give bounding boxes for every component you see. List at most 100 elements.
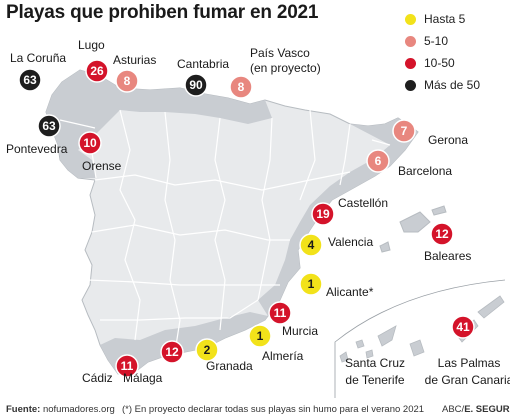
marker-circle [299, 233, 323, 257]
marker-value: 2 [204, 343, 211, 357]
legend-item-10-50: 10-50 [405, 52, 510, 74]
canary-islands [339, 295, 505, 363]
map-title: Playas que prohiben fumar en 2021 [6, 2, 319, 23]
marker-circle [115, 354, 139, 378]
marker-orense: 10 [78, 131, 102, 155]
legend-label: 5-10 [424, 34, 449, 48]
marker-circle [248, 324, 272, 348]
legend-swatch [405, 13, 416, 25]
marker-value: 1 [308, 277, 315, 291]
south-coast-shade [100, 312, 268, 374]
place-label: País Vasco [250, 46, 310, 60]
marker-valencia: 4 [299, 233, 323, 257]
marker-value: 4 [308, 238, 315, 252]
marker-cantabria: 90 [184, 73, 208, 97]
marker-pais-vasco: 8 [229, 75, 253, 99]
marker-castellon: 19 [311, 202, 335, 226]
footer-source: Fuente: nofumadores.org [6, 404, 115, 415]
marker-value: 12 [435, 227, 449, 241]
marker-value: 63 [23, 73, 37, 87]
place-label: Almería [262, 349, 304, 363]
marker-value: 6 [375, 154, 382, 168]
place-label: Baleares [424, 249, 471, 263]
legend-item-5-10: 5-10 [405, 30, 510, 52]
marker-circle [184, 73, 208, 97]
place-label: (en proyecto) [250, 61, 321, 75]
marker-value: 1 [257, 329, 264, 343]
mallorca [399, 211, 431, 233]
marker-circle [451, 315, 475, 339]
legend-label: Más de 50 [424, 78, 481, 92]
marker-barcelona: 6 [366, 149, 390, 173]
legend-item-hasta-5: Hasta 5 [405, 8, 510, 30]
marker-baleares: 12 [430, 222, 454, 246]
marker-value: 8 [124, 74, 131, 88]
marker-circle [115, 69, 139, 93]
place-label: Lugo [78, 38, 105, 52]
marker-almeria: 1 [248, 324, 272, 348]
place-label: Barcelona [398, 164, 452, 178]
place-label: Gerona [428, 133, 468, 147]
canary-frame [334, 279, 506, 398]
footer-source-value: nofumadores.org [42, 404, 115, 415]
place-label: Valencia [328, 235, 373, 249]
marker-pontevedra: 63 [37, 114, 61, 138]
footer-credit-prefix: ABC/ [442, 404, 465, 415]
place-label: Santa Cruz [345, 356, 405, 370]
place-label: Murcia [282, 324, 318, 338]
place-label: Pontevedra [6, 142, 68, 156]
marker-value: 26 [90, 64, 104, 78]
marker-value: 90 [189, 78, 203, 92]
marker-granada: 2 [195, 338, 219, 362]
footer-note: (*) En proyecto declarar todas sus playa… [122, 404, 425, 415]
marker-circle [160, 340, 184, 364]
marker-murcia: 11 [268, 301, 292, 325]
marker-malaga: 12 [160, 340, 184, 364]
footer-credit-name: E. SEGURA [464, 404, 510, 415]
marker-value: 10 [83, 136, 97, 150]
marker-circle [268, 301, 292, 325]
place-label: Orense [82, 159, 122, 173]
place-label: Cádiz [82, 371, 113, 385]
marker-circle [311, 202, 335, 226]
footer-source-label: Fuente: [6, 404, 41, 415]
marker-circle [78, 131, 102, 155]
marker-asturias: 8 [115, 69, 139, 93]
legend-swatch [405, 35, 416, 47]
marker-circle [392, 119, 416, 143]
place-label: Granada [206, 359, 253, 373]
marker-value: 41 [456, 320, 470, 334]
place-label: Las Palmas [438, 356, 501, 370]
marker-cadiz: 11 [115, 354, 139, 378]
marker-alicante: 1 [299, 272, 323, 296]
marker-circle [37, 114, 61, 138]
marker-value: 11 [121, 359, 134, 373]
place-label: Asturias [113, 53, 156, 67]
marker-circle [195, 338, 219, 362]
marker-las-palmas: 41 [451, 315, 475, 339]
legend: Hasta 5 5-10 10-50 Más de 50 [405, 8, 510, 96]
legend-label: Hasta 5 [424, 12, 466, 26]
marker-value: 8 [238, 80, 245, 94]
legend-label: 10-50 [424, 56, 455, 70]
marker-circle [229, 75, 253, 99]
province-borders [59, 109, 391, 353]
marker-circle [18, 68, 42, 92]
marker-value: 19 [316, 207, 330, 221]
legend-item-mas-de-50: Más de 50 [405, 74, 510, 96]
marker-value: 11 [274, 306, 287, 320]
place-label: La Coruña [10, 51, 66, 65]
marker-circle [430, 222, 454, 246]
marker-value: 7 [401, 124, 408, 138]
west-coast-shade [60, 150, 96, 178]
legend-swatch [405, 79, 416, 91]
north-coast-shade [46, 70, 272, 150]
place-label: Málaga [123, 371, 163, 385]
ibiza [379, 241, 391, 253]
marker-lugo: 26 [85, 59, 109, 83]
marker-circle [366, 149, 390, 173]
marker-circle [299, 272, 323, 296]
menorca [431, 205, 447, 216]
